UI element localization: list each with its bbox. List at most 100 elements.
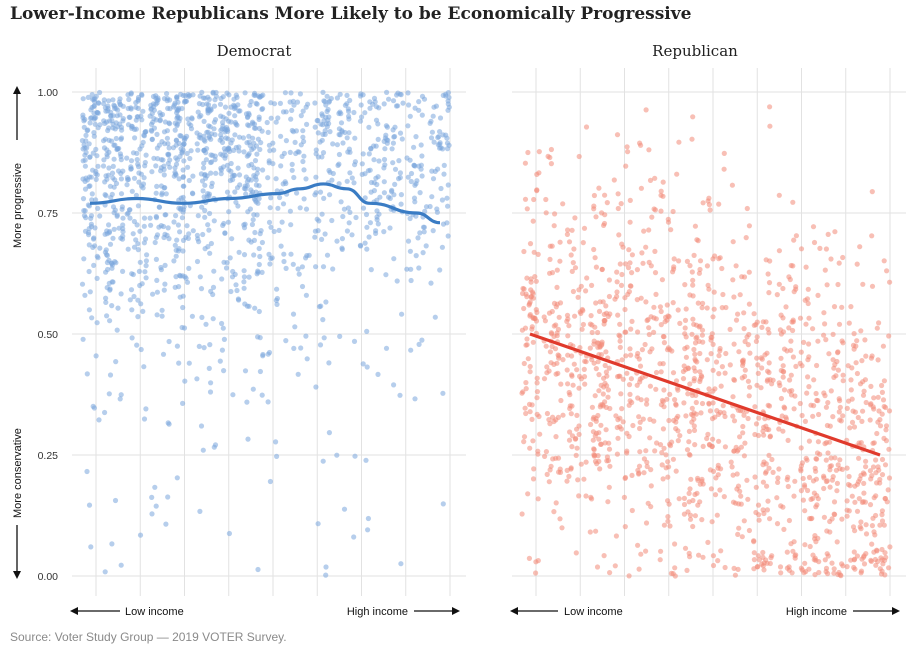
data-point: [351, 109, 357, 116]
data-point: [731, 294, 737, 300]
data-point: [416, 341, 422, 347]
data-point: [80, 96, 86, 102]
data-point: [879, 456, 886, 463]
data-point: [167, 157, 173, 163]
data-point: [600, 391, 606, 397]
data-point: [251, 92, 257, 98]
data-point: [114, 146, 120, 152]
data-point: [847, 425, 853, 431]
data-point: [219, 347, 225, 353]
data-point: [694, 359, 700, 365]
data-point: [162, 231, 168, 237]
data-point: [599, 339, 605, 345]
data-point: [560, 412, 566, 418]
data-point: [120, 229, 126, 235]
data-point: [731, 376, 737, 383]
data-point: [184, 150, 190, 157]
data-point: [326, 430, 332, 436]
data-point: [181, 135, 187, 141]
data-point: [813, 476, 820, 482]
data-point: [373, 104, 380, 110]
data-point: [588, 421, 594, 428]
data-point: [161, 287, 167, 293]
data-point: [172, 284, 178, 290]
data-point: [304, 356, 310, 362]
data-point: [643, 520, 650, 526]
data-point: [598, 441, 604, 447]
data-point: [766, 330, 772, 336]
data-point: [598, 422, 604, 428]
data-point: [616, 232, 622, 238]
data-point: [143, 263, 149, 269]
data-point: [358, 243, 364, 249]
data-point: [257, 368, 263, 375]
data-point: [780, 428, 786, 434]
data-point: [101, 118, 107, 124]
data-point: [199, 89, 205, 95]
data-point: [883, 423, 890, 429]
data-point: [834, 488, 840, 494]
data-point: [294, 190, 300, 196]
data-point: [128, 90, 134, 96]
data-point: [712, 253, 718, 259]
data-point: [776, 281, 782, 287]
data-point: [617, 344, 623, 350]
data-point: [112, 142, 118, 148]
data-point: [798, 466, 804, 472]
data-point: [303, 255, 309, 261]
data-point: [188, 122, 194, 128]
data-point: [815, 338, 821, 344]
data-point: [595, 453, 601, 459]
data-point: [260, 351, 266, 358]
data-point: [163, 191, 169, 197]
data-point: [233, 104, 239, 111]
data-point: [584, 275, 590, 281]
data-point: [327, 192, 333, 198]
data-point: [201, 118, 207, 124]
data-point: [776, 426, 782, 432]
data-point: [697, 258, 704, 264]
data-point: [419, 173, 425, 179]
data-point: [762, 352, 768, 358]
data-point: [201, 165, 207, 171]
data-point: [257, 146, 263, 153]
data-point: [753, 338, 760, 344]
data-point: [781, 387, 788, 393]
data-point: [421, 224, 427, 230]
data-point: [683, 354, 690, 360]
data-point: [323, 102, 329, 108]
data-point: [384, 89, 390, 95]
data-point: [90, 236, 97, 242]
data-point: [863, 399, 869, 406]
data-point: [221, 368, 227, 374]
data-point: [547, 421, 553, 427]
data-point: [751, 566, 757, 572]
data-point: [738, 493, 744, 499]
data-point: [256, 245, 262, 252]
data-point: [323, 572, 329, 578]
data-point: [660, 476, 666, 482]
data-point: [836, 321, 843, 327]
data-point: [429, 129, 435, 135]
data-point: [205, 222, 211, 228]
data-point: [173, 213, 179, 219]
data-point: [255, 166, 261, 172]
data-point: [675, 438, 681, 444]
data-point: [208, 159, 214, 166]
data-point: [716, 353, 722, 359]
data-point: [80, 336, 86, 342]
data-point: [694, 237, 700, 243]
data-point: [523, 380, 529, 386]
data-point: [283, 138, 289, 144]
data-point: [120, 233, 126, 239]
data-point: [377, 194, 383, 200]
data-point: [392, 166, 399, 172]
data-point: [564, 478, 570, 484]
data-point: [786, 517, 793, 524]
data-point: [288, 251, 294, 257]
data-point: [721, 494, 727, 500]
data-point: [252, 305, 258, 311]
data-point: [637, 419, 643, 425]
data-point: [362, 195, 368, 201]
data-point: [663, 314, 669, 320]
